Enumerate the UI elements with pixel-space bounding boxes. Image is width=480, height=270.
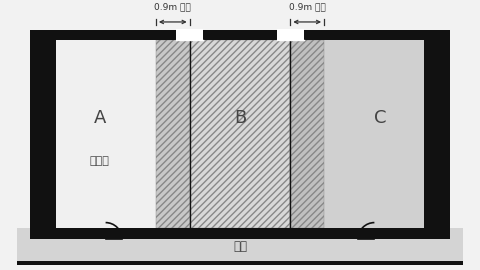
Text: 廊下: 廊下: [233, 240, 247, 253]
Bar: [17, 228, 463, 265]
Bar: [277, 29, 304, 40]
Bar: [190, 40, 290, 228]
Text: A: A: [94, 109, 106, 127]
Bar: [190, 40, 290, 228]
Bar: [290, 40, 324, 228]
Bar: [156, 40, 190, 228]
Bar: [424, 30, 450, 239]
Bar: [30, 30, 57, 239]
Bar: [43, 30, 437, 40]
Text: 居室等: 居室等: [90, 156, 109, 166]
Bar: [156, 40, 190, 228]
Text: C: C: [374, 109, 387, 127]
Bar: [17, 261, 463, 265]
Text: 0.9m 以上: 0.9m 以上: [155, 2, 191, 11]
Text: B: B: [234, 109, 246, 127]
Bar: [43, 40, 190, 228]
Bar: [43, 40, 437, 228]
Bar: [290, 40, 437, 228]
Bar: [43, 228, 437, 239]
Bar: [290, 40, 324, 228]
Text: 0.9m 以上: 0.9m 以上: [289, 2, 325, 11]
Bar: [177, 29, 203, 40]
